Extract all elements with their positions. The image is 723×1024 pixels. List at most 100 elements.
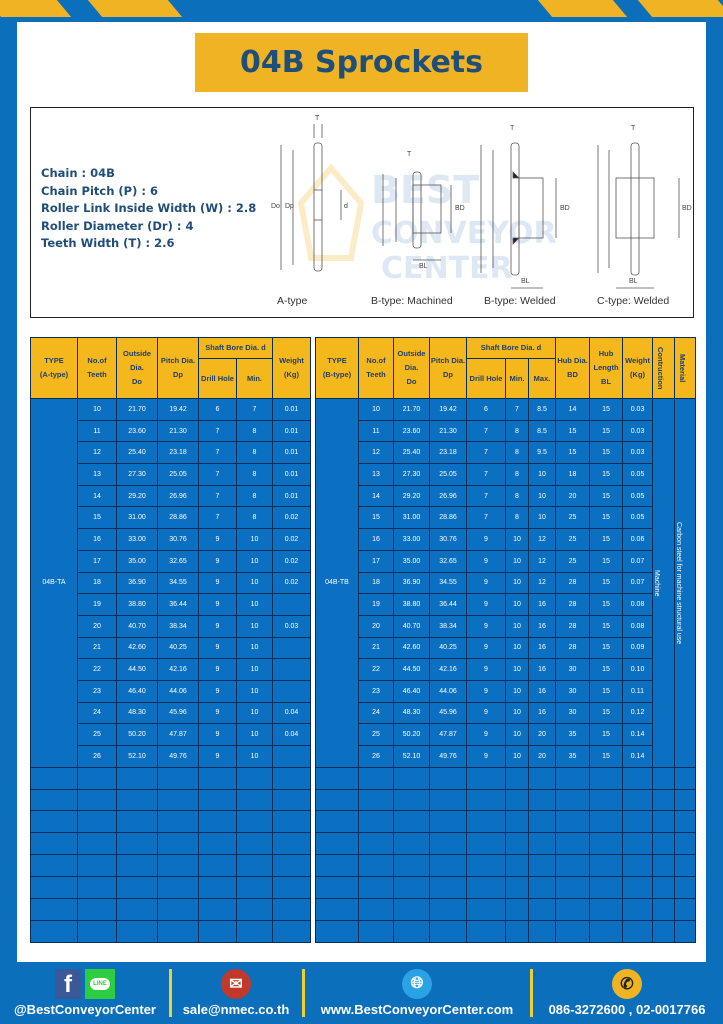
empty-row xyxy=(315,854,697,878)
table-cell: 36.90 xyxy=(393,571,430,595)
empty-cell xyxy=(358,919,394,943)
header-type: TYPE (A-type) xyxy=(30,337,78,399)
table-row: 04B-TA 10 21.70 19.42 6 7 0.01 xyxy=(30,398,311,768)
table-cell: 16 xyxy=(527,701,557,725)
table-cell: 10 xyxy=(505,593,529,616)
empty-cell xyxy=(466,788,506,812)
a-type-drawing xyxy=(280,124,342,272)
table-cell: 11 xyxy=(358,419,394,443)
table-cell: 10 xyxy=(505,528,529,551)
table-cell: 21 xyxy=(77,636,117,660)
table-row: 26 52.10 49.76 9 10 20 35 15 0.14 xyxy=(316,745,696,768)
table-cell: 0.07 xyxy=(622,549,654,573)
empty-cell xyxy=(315,810,359,834)
social-contact[interactable]: f LINE @BestConveyorCenter xyxy=(10,962,160,1017)
table-cell: 35.00 xyxy=(116,549,158,573)
table-cell: 15 xyxy=(589,398,624,421)
svg-text:CENTER: CENTER xyxy=(381,251,513,286)
table-cell: 23 xyxy=(358,679,394,703)
table-cell: 31.00 xyxy=(393,506,430,530)
table-cell: 36.90 xyxy=(116,571,158,595)
table-cell: 29.20 xyxy=(116,484,158,508)
empty-cell xyxy=(466,876,506,900)
dim-label-bl: BL xyxy=(419,263,428,270)
table-cell: 16 xyxy=(527,658,557,681)
empty-cell xyxy=(555,898,591,921)
table-cell xyxy=(272,745,311,768)
empty-row xyxy=(30,876,311,900)
table-cell: 0.01 xyxy=(272,463,311,486)
divider xyxy=(169,969,172,1017)
table-cell: 21.30 xyxy=(429,419,467,443)
empty-cell xyxy=(116,788,158,812)
empty-cell xyxy=(652,766,676,790)
table-cell: 10 xyxy=(527,506,557,530)
a-type-spec-table: TYPE (A-type) No.of Teeth Outside Dia. Do Pi… xyxy=(30,337,311,943)
phone-contact[interactable]: ✆ 086-3272600 , 02-0017766 xyxy=(537,962,717,1017)
table-cell: 42.60 xyxy=(393,636,430,660)
table-cell: 42.16 xyxy=(157,658,199,681)
table-cell: 0.07 xyxy=(622,571,654,595)
table-cell: 15 xyxy=(589,701,624,725)
table-cell: 32.65 xyxy=(157,549,199,573)
b-type-welded-drawing xyxy=(480,142,557,289)
empty-cell xyxy=(674,876,697,900)
table-cell: 9 xyxy=(466,636,506,660)
empty-cell xyxy=(315,919,359,943)
table-cell: 10 xyxy=(236,658,273,681)
table-cell: 25.05 xyxy=(157,463,199,486)
empty-cell xyxy=(30,788,78,812)
empty-cell xyxy=(622,898,654,921)
table-cell: 24 xyxy=(77,701,117,725)
empty-row xyxy=(315,788,697,812)
table-cell: 28 xyxy=(555,593,591,616)
empty-row xyxy=(30,919,311,943)
social-handle[interactable]: @BestConveyorCenter xyxy=(14,1002,156,1017)
empty-cell xyxy=(272,919,311,943)
table-cell: 20 xyxy=(555,484,591,508)
empty-cell xyxy=(236,832,273,856)
empty-cell xyxy=(198,766,237,790)
empty-row xyxy=(30,854,311,878)
empty-cell xyxy=(272,766,311,790)
table-cell: 15 xyxy=(77,506,117,530)
facebook-icon[interactable]: f xyxy=(55,969,81,999)
website-link[interactable]: www.BestConveyorCenter.com xyxy=(320,1002,514,1017)
email-contact[interactable]: ✉ sale@nmec.co.th xyxy=(176,962,296,1017)
table-cell: 25.40 xyxy=(393,441,430,465)
empty-cell xyxy=(652,854,676,878)
empty-cell xyxy=(589,898,624,921)
table-cell: 10 xyxy=(505,549,529,573)
table-cell: 10 xyxy=(236,528,273,551)
empty-cell xyxy=(674,788,697,812)
empty-cell xyxy=(527,898,557,921)
table-cell: 0.01 xyxy=(272,484,311,508)
website-contact[interactable]: 🌐︎ www.BestConveyorCenter.com xyxy=(308,962,526,1017)
table-cell: 8 xyxy=(505,441,529,465)
table-cell: 0.03 xyxy=(622,419,654,443)
table-cell: 45.96 xyxy=(157,701,199,725)
empty-cell xyxy=(466,810,506,834)
table-cell: 30 xyxy=(555,701,591,725)
table-cell: 15 xyxy=(589,745,624,768)
table-cell: 9 xyxy=(198,528,237,551)
table-cell: 0.02 xyxy=(272,571,311,595)
empty-cell xyxy=(505,876,529,900)
table-cell: 49.76 xyxy=(157,745,199,768)
table-row: 04B-TB 10 21.70 19.42 6 7 8.5 14 15 0.03 Machine Ca… xyxy=(315,398,697,768)
table-cell: 9 xyxy=(198,723,237,746)
empty-cell xyxy=(555,766,591,790)
empty-cell xyxy=(30,898,78,921)
empty-cell xyxy=(674,766,697,790)
table-cell: 50.20 xyxy=(116,723,158,746)
email-link[interactable]: sale@nmec.co.th xyxy=(182,1002,290,1017)
phone-numbers[interactable]: 086-3272600 , 02-0017766 xyxy=(548,1002,706,1017)
line-icon[interactable]: LINE xyxy=(85,969,115,999)
empty-cell xyxy=(157,854,199,878)
divider xyxy=(302,969,305,1017)
table-cell: 16 xyxy=(527,614,557,638)
table-cell: 10 xyxy=(236,593,273,616)
table-cell: 16 xyxy=(77,528,117,551)
empty-cell xyxy=(77,832,117,856)
table-cell: 20 xyxy=(77,614,117,638)
